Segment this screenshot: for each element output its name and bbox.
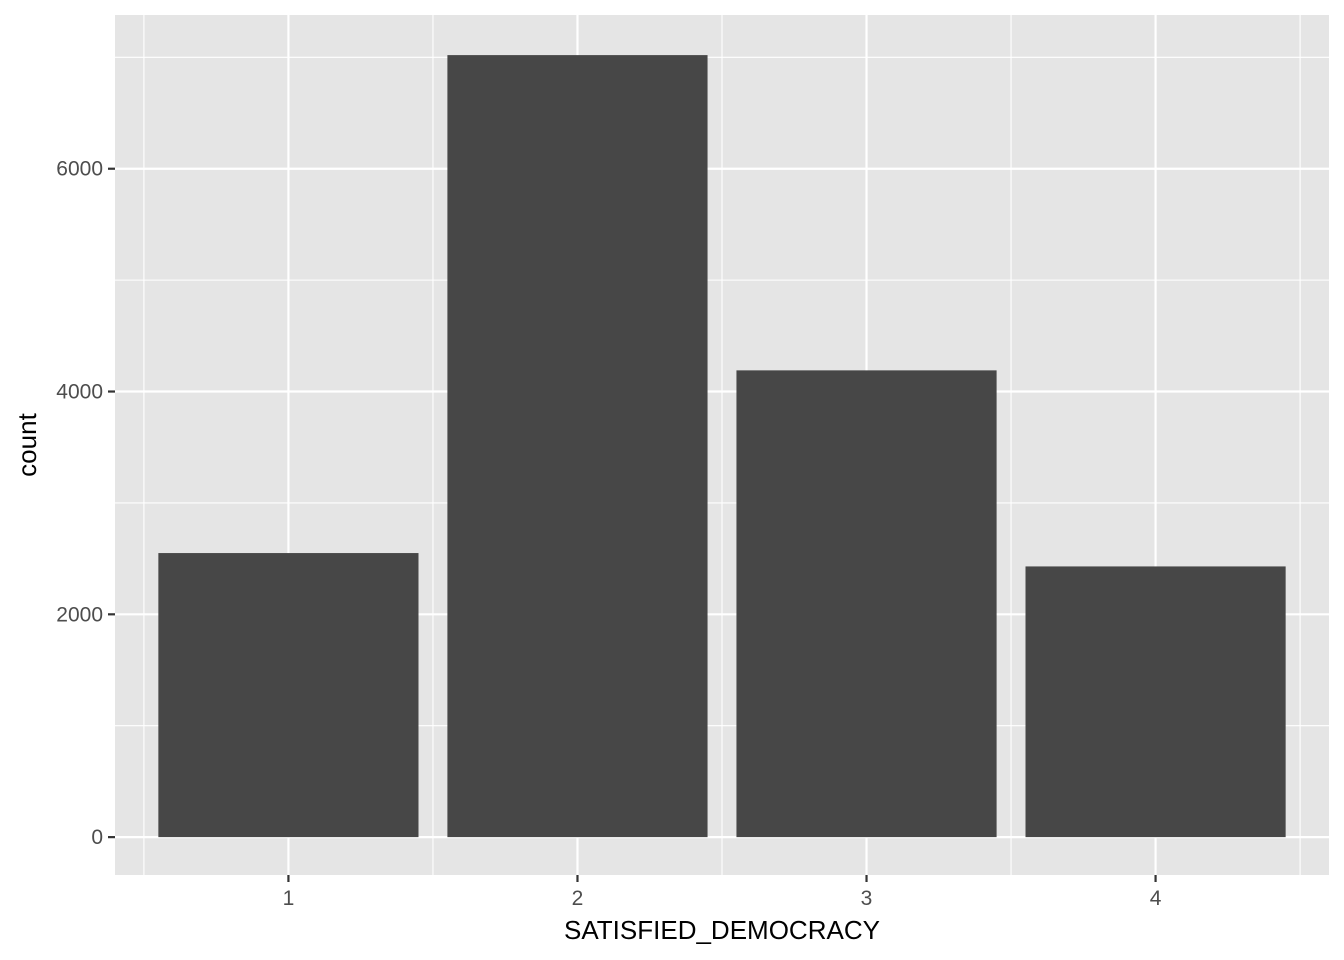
y-axis: 0 2000 4000 6000 — [56, 158, 115, 849]
bars-group — [158, 55, 1286, 838]
x-tick-label: 2 — [572, 887, 584, 910]
x-axis: 1 2 3 4 — [283, 875, 1162, 910]
bar-3 — [736, 370, 997, 838]
y-tick-label: 0 — [91, 826, 103, 849]
y-tick-label: 6000 — [56, 158, 103, 181]
x-tick-label: 1 — [283, 887, 295, 910]
y-tick-label: 4000 — [56, 381, 103, 404]
x-tick-label: 3 — [861, 887, 873, 910]
y-axis-title: count — [12, 412, 42, 476]
bar-1 — [158, 553, 419, 838]
x-tick-label: 4 — [1150, 887, 1162, 910]
bar-2 — [447, 55, 708, 838]
y-tick-label: 2000 — [56, 603, 103, 626]
bar-4 — [1025, 566, 1286, 838]
x-axis-title: SATISFIED_DEMOCRACY — [564, 915, 880, 945]
